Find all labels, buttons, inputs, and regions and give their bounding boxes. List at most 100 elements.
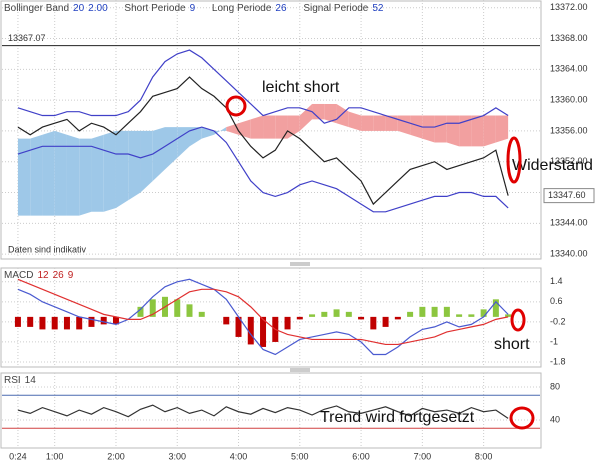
param: 26 bbox=[52, 270, 64, 281]
indicator-name: Short Periode bbox=[124, 3, 186, 14]
histogram-bar bbox=[296, 316, 303, 320]
cloud-segment bbox=[459, 115, 472, 147]
indicator-header: MACD 12 26 9 bbox=[4, 270, 77, 281]
histogram-bar bbox=[309, 314, 316, 317]
indicator-name: Signal Periode bbox=[303, 3, 369, 14]
histogram-bar bbox=[39, 316, 46, 330]
histogram-bar bbox=[63, 316, 70, 330]
cloud-segment bbox=[91, 134, 104, 212]
cloud-segment bbox=[128, 130, 141, 201]
histogram-bar bbox=[112, 316, 119, 325]
x-tick-label: 7:00 bbox=[414, 451, 432, 461]
y-tick-label: 13372.00 bbox=[550, 2, 588, 12]
cloud-segment bbox=[422, 115, 435, 143]
y-tick-label: -1 bbox=[550, 336, 558, 346]
histogram-bar bbox=[370, 316, 377, 330]
indicator-name: Long Periode bbox=[211, 3, 272, 14]
splitter[interactable] bbox=[290, 368, 310, 372]
histogram-bar bbox=[321, 311, 328, 317]
x-tick-label: 8:00 bbox=[475, 451, 493, 461]
histogram-bar bbox=[382, 316, 389, 327]
cloud-segment bbox=[275, 115, 288, 139]
indicator-name: RSI bbox=[4, 375, 21, 386]
param: 9 bbox=[67, 270, 74, 281]
cloud-segment bbox=[214, 127, 227, 135]
indicator-header: Bollinger Band 20 2.00 Short Periode 9 Long… bbox=[4, 3, 388, 14]
cloud-segment bbox=[446, 115, 460, 147]
series-line bbox=[17, 49, 509, 128]
cloud-segment bbox=[471, 115, 484, 147]
y-tick-label: 13364.00 bbox=[550, 64, 588, 74]
histogram-bar bbox=[407, 311, 414, 317]
histogram-bar bbox=[247, 316, 254, 345]
series-line bbox=[17, 278, 509, 356]
histogram-bar bbox=[431, 306, 438, 317]
series-line bbox=[17, 126, 509, 213]
cloud-segment bbox=[410, 115, 423, 139]
cloud-segment bbox=[54, 130, 67, 216]
cloud-segment bbox=[263, 115, 276, 139]
y-tick-label: -0.2 bbox=[550, 316, 566, 326]
param: 26 bbox=[275, 3, 287, 14]
histogram-bar bbox=[480, 309, 487, 317]
histogram-bar bbox=[260, 316, 267, 347]
histogram-bar bbox=[137, 306, 144, 317]
x-tick-label: 5:00 bbox=[291, 451, 309, 461]
param: 9 bbox=[189, 3, 196, 14]
y-tick-label: 1.4 bbox=[550, 276, 563, 286]
x-tick-label: 0:24 bbox=[9, 451, 27, 461]
histogram-bar bbox=[149, 299, 156, 317]
x-tick-label: 2:00 bbox=[107, 451, 125, 461]
cloud-segment bbox=[483, 115, 496, 147]
cloud-segment bbox=[434, 115, 447, 143]
highlight-circle bbox=[506, 136, 522, 184]
annotation: Trend wird fortgesetzt bbox=[320, 409, 475, 426]
cloud-segment bbox=[385, 115, 398, 131]
x-tick-label: 3:00 bbox=[168, 451, 186, 461]
histogram-bar bbox=[419, 306, 426, 317]
cloud-segment bbox=[324, 103, 337, 124]
histogram-bar bbox=[333, 309, 340, 317]
histogram-bar bbox=[468, 314, 475, 317]
indicator-name: MACD bbox=[4, 270, 34, 281]
cloud-segment bbox=[103, 130, 116, 212]
cloud-segment bbox=[17, 138, 31, 216]
cloud-segment bbox=[177, 127, 190, 158]
highlight-circle bbox=[509, 406, 535, 430]
x-tick-label: 4:00 bbox=[230, 451, 248, 461]
cloud-segment bbox=[79, 138, 92, 216]
cloud-segment bbox=[312, 103, 325, 120]
cloud-segment bbox=[201, 127, 215, 139]
histogram-bar bbox=[284, 316, 291, 330]
y-tick-label: 13352.00 bbox=[550, 156, 588, 166]
indicator-name: Bollinger Band bbox=[4, 3, 70, 14]
cloud-segment bbox=[361, 115, 374, 131]
histogram-bar bbox=[358, 316, 365, 320]
cloud-segment bbox=[336, 103, 349, 128]
param: 52 bbox=[372, 3, 384, 14]
cloud-segment bbox=[66, 134, 80, 216]
note: Daten sind indikativ bbox=[8, 244, 87, 254]
x-tick-label: 1:00 bbox=[46, 451, 64, 461]
cloud-segment bbox=[164, 127, 178, 170]
y-tick-label: 0.6 bbox=[550, 296, 563, 306]
histogram-bar bbox=[174, 299, 181, 317]
annotation: short bbox=[494, 336, 530, 353]
cloud-segment bbox=[42, 130, 55, 216]
histogram-bar bbox=[235, 316, 242, 337]
cloud-segment bbox=[140, 130, 153, 193]
histogram-bar bbox=[27, 316, 34, 327]
y-tick-label: 13344.00 bbox=[550, 218, 588, 228]
price-marker bbox=[543, 188, 595, 204]
indicator-header: RSI 14 bbox=[4, 375, 40, 386]
splitter[interactable] bbox=[290, 262, 310, 266]
cloud-segment bbox=[115, 130, 129, 208]
param: 2.00 bbox=[88, 3, 108, 14]
histogram-bar bbox=[456, 314, 463, 317]
y-tick-label: 40 bbox=[550, 414, 560, 424]
highlight-circle bbox=[510, 308, 526, 332]
x-tick-label: 6:00 bbox=[352, 451, 370, 461]
histogram-bar bbox=[492, 299, 499, 317]
histogram-bar bbox=[345, 311, 352, 317]
